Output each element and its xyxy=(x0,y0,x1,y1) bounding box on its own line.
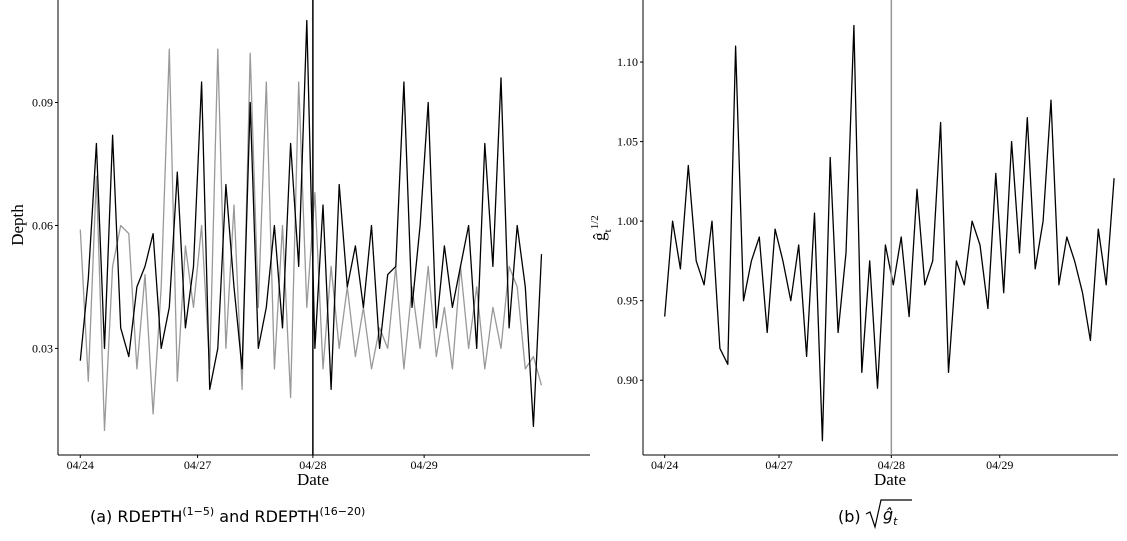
caption-sup: (16−20) xyxy=(319,505,365,518)
y-tick-label: 0.03 xyxy=(32,341,53,355)
x-tick-label: 04/27 xyxy=(765,458,792,472)
caption-main: ĝ xyxy=(883,505,893,524)
y-tick-label: 0.95 xyxy=(617,294,638,308)
caption-symbol: ĝt xyxy=(883,505,898,528)
y-tick-label: 0.06 xyxy=(32,218,53,232)
y-label-sup: 1/2 xyxy=(589,215,601,229)
sqrt-sign xyxy=(865,499,912,530)
x-tick-label: 04/24 xyxy=(67,458,94,472)
x-tick-label: 04/29 xyxy=(986,458,1013,472)
series-line xyxy=(664,24,1115,442)
y-tick-label: 1.10 xyxy=(617,55,638,69)
x-tick-label: 04/28 xyxy=(878,458,905,472)
y-tick-label: 0.90 xyxy=(617,373,638,387)
y-label-sub: t xyxy=(602,229,614,232)
series-line xyxy=(79,19,543,427)
x-axis-label: Date xyxy=(874,470,906,489)
x-tick-label: 04/27 xyxy=(184,458,211,472)
y-tick-label: 0.09 xyxy=(32,95,53,109)
caption-prefix: (b) xyxy=(838,507,861,526)
caption: (a) RDEPTH(1−5) and RDEPTH(16−20) xyxy=(90,505,365,526)
x-tick-label: 04/28 xyxy=(299,458,326,472)
y-tick-label: 1.00 xyxy=(617,214,638,228)
series-line xyxy=(79,48,543,432)
caption-text: (a) RDEPTH xyxy=(90,507,182,526)
y-axis-label: ĝt1/2 xyxy=(589,215,614,241)
x-tick-label: 04/29 xyxy=(410,458,437,472)
y-label-main: ĝ xyxy=(590,232,609,241)
caption-text: and RDEPTH xyxy=(214,507,319,526)
x-tick-label: 04/24 xyxy=(651,458,678,472)
x-axis-label: Date xyxy=(297,470,329,489)
y-tick-label: 1.05 xyxy=(617,135,638,149)
y-axis-label: Depth xyxy=(8,204,27,246)
caption-sup: (1−5) xyxy=(182,505,214,518)
caption-sub: t xyxy=(893,515,898,528)
